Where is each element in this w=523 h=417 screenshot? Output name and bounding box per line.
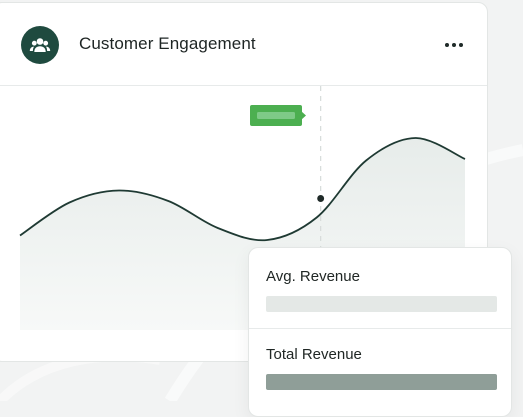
- chart-marker-badge: [250, 105, 306, 126]
- users-icon: [21, 26, 59, 64]
- card-header: Customer Engagement: [0, 3, 487, 86]
- avg-revenue-section: Avg. Revenue: [249, 248, 511, 329]
- total-revenue-label: Total Revenue: [266, 346, 362, 363]
- chart-series-line: [19, 137, 466, 242]
- more-dot: [445, 43, 449, 47]
- avg-revenue-bar: [266, 296, 497, 312]
- card-title: Customer Engagement: [79, 34, 256, 53]
- more-options-icon[interactable]: [442, 33, 466, 57]
- revenue-tooltip-card: Avg. Revenue Total Revenue: [248, 247, 512, 417]
- chart-highlight-point[interactable]: [315, 193, 326, 204]
- more-dot: [452, 43, 456, 47]
- more-dot: [459, 43, 463, 47]
- users-icon-svg: [29, 38, 51, 52]
- avg-revenue-label: Avg. Revenue: [266, 268, 360, 285]
- total-revenue-bar: [266, 374, 497, 390]
- total-revenue-section: Total Revenue: [249, 328, 511, 416]
